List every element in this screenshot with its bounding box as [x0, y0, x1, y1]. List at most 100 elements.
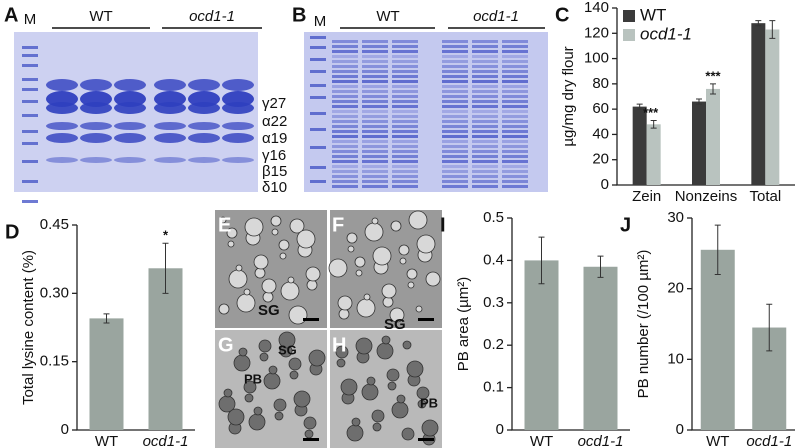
bar: [632, 106, 647, 185]
marker-band: [22, 78, 38, 81]
gel-band: [332, 115, 358, 118]
granule: [391, 401, 409, 419]
gel-band: [362, 85, 388, 88]
granule: [381, 335, 391, 345]
legend-swatch: [623, 29, 635, 41]
granule: [346, 232, 358, 244]
granule: [355, 337, 373, 355]
gel-band: [472, 180, 498, 183]
gel-band: [332, 75, 358, 78]
gel-band: [392, 85, 418, 88]
granule: [338, 308, 350, 320]
x-tick-label: Total: [749, 188, 781, 205]
gel-band: [332, 130, 358, 133]
band-label: α22: [262, 113, 287, 130]
gel-band: [154, 102, 186, 114]
marker-band: [22, 88, 38, 91]
y-tick-label: 140: [584, 0, 609, 16]
gel-band: [472, 150, 498, 153]
granule: [254, 267, 266, 279]
bar: [148, 268, 183, 430]
gel-band: [472, 185, 498, 188]
gel-band: [502, 140, 528, 143]
granule: [262, 291, 274, 303]
gel-band: [442, 140, 468, 143]
granule: [278, 239, 290, 251]
gel-band: [362, 110, 388, 113]
granule: [288, 305, 308, 325]
gel-band: [188, 79, 220, 91]
gel-band: [472, 175, 498, 178]
gel-band: [332, 170, 358, 173]
gel-band: [362, 170, 388, 173]
granule: [346, 424, 364, 442]
gel-band: [332, 165, 358, 168]
x-tick-label: Zein: [632, 188, 661, 205]
granule: [340, 378, 358, 396]
granule: [355, 269, 363, 277]
error-bar: [597, 255, 604, 278]
marker-band: [22, 200, 38, 203]
gel-band: [502, 115, 528, 118]
gel-band: [442, 185, 468, 188]
gel-band: [332, 110, 358, 113]
granule: [261, 278, 277, 294]
gel-band: [362, 105, 388, 108]
granule: [407, 281, 415, 289]
gel-band: [502, 85, 528, 88]
gel-band: [362, 70, 388, 73]
scale-bar: [418, 438, 434, 441]
panel-letter: J: [620, 214, 631, 236]
gel-band: [442, 110, 468, 113]
granule: [287, 276, 295, 284]
gel-band: [392, 45, 418, 48]
gel-band: [442, 80, 468, 83]
gel-band: [362, 165, 388, 168]
y-tick-label: 0.45: [40, 216, 69, 233]
granule: [219, 216, 227, 224]
gel-band: [502, 105, 528, 108]
gel-band: [332, 120, 358, 123]
gel-band: [332, 160, 358, 163]
gel-band: [442, 45, 468, 48]
gel-band: [442, 130, 468, 133]
y-axis-label: µg/mg dry flour: [560, 46, 577, 146]
gel-band: [222, 122, 254, 130]
gel-band: [114, 102, 146, 114]
gel-band: [222, 133, 254, 143]
micro-label: SG: [258, 302, 280, 319]
gel-band: [442, 155, 468, 158]
error-bar: [636, 103, 643, 110]
bar: [765, 29, 780, 185]
gel-band: [362, 90, 388, 93]
gel-band: [472, 140, 498, 143]
bar: [646, 124, 661, 185]
marker-band: [310, 46, 326, 49]
gel-band: [502, 165, 528, 168]
granule: [335, 345, 349, 359]
gel-band: [472, 145, 498, 148]
granule: [387, 381, 397, 391]
gel-band: [502, 145, 528, 148]
gel-band: [332, 50, 358, 53]
gel-band: [80, 157, 112, 163]
granule: [274, 411, 284, 421]
bar: [700, 249, 735, 430]
granule: [236, 293, 256, 313]
gel-band: [392, 95, 418, 98]
gel-band: [392, 145, 418, 148]
gel-band: [392, 185, 418, 188]
gel-band: [362, 65, 388, 68]
gel-band: [472, 130, 498, 133]
gel-band: [392, 150, 418, 153]
gel-band: [392, 70, 418, 73]
gel-band: [188, 102, 220, 114]
gel: [304, 32, 548, 192]
gel-band: [392, 105, 418, 108]
granule: [304, 429, 314, 439]
gel-band: [472, 100, 498, 103]
gel-band: [502, 65, 528, 68]
gel-band: [442, 145, 468, 148]
scale-bar: [303, 438, 319, 441]
granule: [328, 258, 348, 278]
